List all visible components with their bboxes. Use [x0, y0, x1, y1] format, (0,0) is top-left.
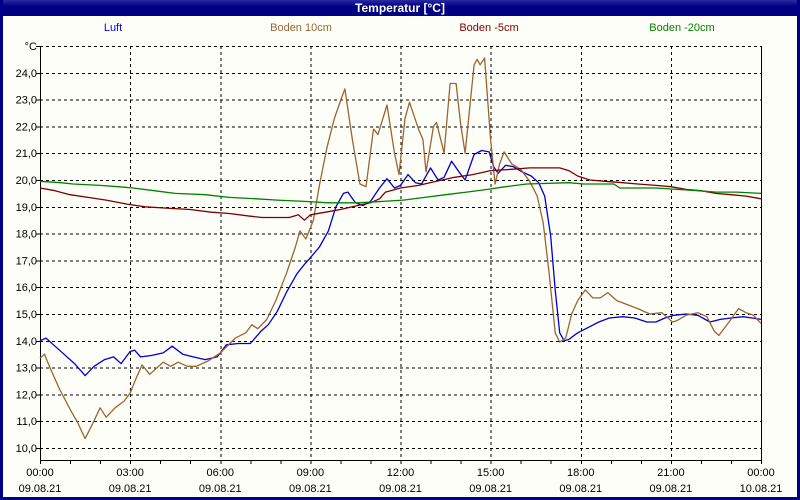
x-tick-time-label: 12:00: [387, 467, 415, 479]
series-line-boden-5cm: [39, 167, 762, 221]
y-tick-label: 13,0: [16, 363, 37, 375]
x-tick-time-label: 03:00: [116, 467, 144, 479]
chart-title: Temperatur [°C]: [355, 1, 445, 15]
y-tick-label: 17,0: [16, 255, 37, 267]
x-tick-date-label: 09.08.21: [559, 483, 602, 495]
y-tick-label: 11,0: [16, 416, 37, 428]
legend-item-luft: Luft: [103, 22, 123, 34]
x-tick-date-label: 09.08.21: [109, 483, 152, 495]
x-tick-date-label: 09.08.21: [469, 483, 512, 495]
y-tick-label: 23,0: [16, 95, 37, 107]
y-tick-label: 20,0: [16, 175, 37, 187]
x-tick-time-label: 00:00: [26, 467, 54, 479]
window-border-bottom: [0, 497, 800, 500]
x-tick-time-label: 06:00: [206, 467, 234, 479]
x-tick-date-label: 09.08.21: [289, 483, 332, 495]
y-tick-label: 10,0: [16, 443, 37, 455]
y-axis-unit-label: °C: [25, 41, 37, 53]
y-tick-label: 14,0: [16, 336, 37, 348]
y-tick-label: 18,0: [16, 229, 37, 241]
window-border-right: [797, 0, 800, 500]
legend-item-boden-10cm: Boden 10cm: [270, 22, 332, 34]
legend-item-boden-minus5cm: Boden -5cm: [459, 22, 519, 34]
y-tick-label: 15,0: [16, 309, 37, 321]
series-line-luft: [39, 149, 762, 377]
x-tick-date-label: 09.08.21: [379, 483, 422, 495]
x-tick-time-label: 09:00: [297, 467, 325, 479]
legend-item-boden-minus20cm: Boden -20cm: [649, 22, 715, 34]
y-tick-label: 12,0: [16, 389, 37, 401]
x-tick-date-label: 09.08.21: [649, 483, 692, 495]
y-tick-label: 24,0: [16, 68, 37, 80]
x-tick-date-label: 09.08.21: [199, 483, 242, 495]
x-tick-time-label: 15:00: [477, 467, 505, 479]
y-tick-label: 19,0: [16, 202, 37, 214]
y-tick-label: 21,0: [16, 148, 37, 160]
y-tick-label: 22,0: [16, 121, 37, 133]
series-line-boden-20cm: [39, 180, 762, 204]
chart-legend: Luft Boden 10cm Boden -5cm Boden -20cm: [0, 22, 800, 36]
x-tick-date-label: 09.08.21: [19, 483, 62, 495]
y-tick-label: 16,0: [16, 282, 37, 294]
x-tick-time-label: 00:00: [747, 467, 775, 479]
chart-titlebar: Temperatur [°C]: [0, 0, 800, 16]
window-border-left: [0, 0, 3, 500]
x-tick-time-label: 21:00: [657, 467, 685, 479]
x-tick-date-label: 10.08.21: [740, 483, 783, 495]
series-line-boden-10cm: [39, 57, 762, 440]
x-tick-time-label: 18:00: [567, 467, 595, 479]
